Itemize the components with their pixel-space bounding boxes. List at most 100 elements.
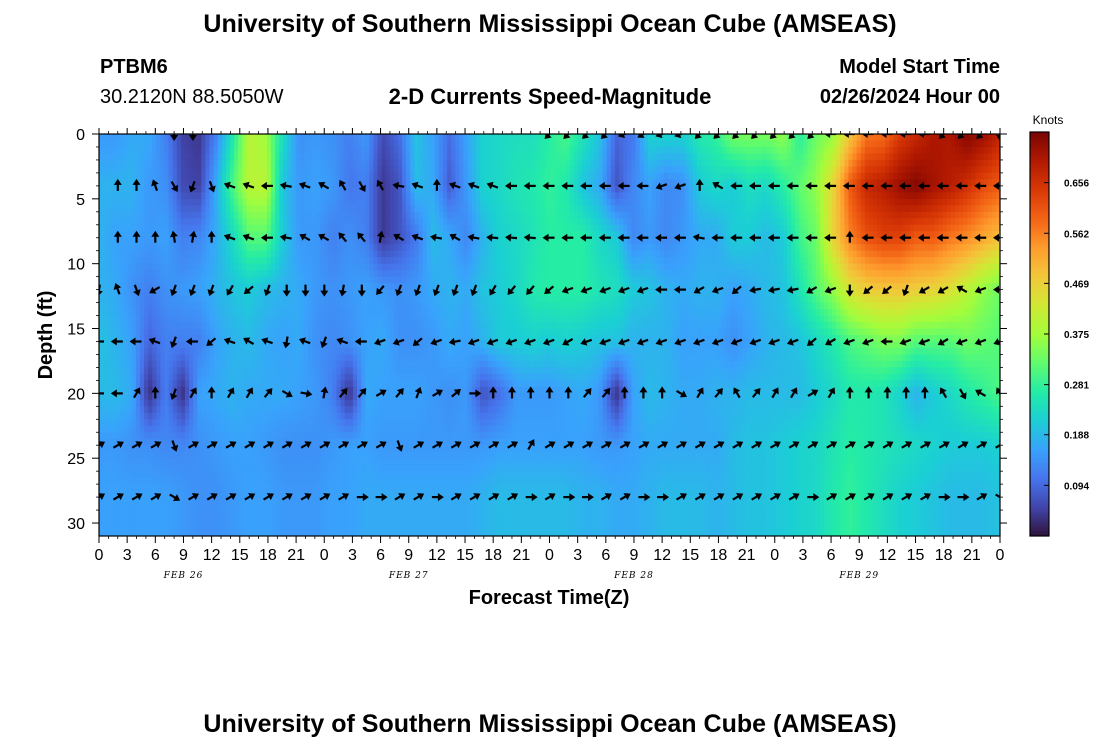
heatmap-cell — [754, 198, 759, 206]
heatmap-cell — [467, 224, 473, 232]
heatmap-cell — [971, 257, 977, 265]
heatmap-cell — [176, 166, 182, 174]
heatmap-cell — [713, 257, 719, 265]
heatmap-cell — [119, 263, 125, 271]
heatmap-cell — [557, 166, 563, 174]
heatmap-cell — [655, 276, 661, 284]
heatmap-cell — [418, 185, 424, 193]
heatmap-cell — [303, 224, 309, 232]
heatmap-cell — [422, 250, 428, 258]
heatmap-cell — [819, 166, 825, 174]
heatmap-cell — [676, 159, 682, 168]
heatmap-cell — [311, 244, 317, 252]
heatmap-cell — [995, 153, 1000, 161]
heatmap-cell — [590, 166, 596, 174]
heatmap-cell — [230, 237, 235, 245]
heatmap-cell — [275, 263, 280, 271]
heatmap-cell — [246, 263, 252, 271]
heatmap-cell — [819, 250, 825, 258]
heatmap-cell — [549, 146, 555, 155]
heatmap-cell — [504, 172, 510, 180]
heatmap-cell — [750, 263, 755, 271]
heatmap-cell — [897, 159, 903, 168]
heatmap-cell — [180, 263, 186, 271]
heatmap-cell — [713, 211, 719, 219]
heatmap-cell — [574, 166, 579, 174]
heatmap-cell — [836, 244, 841, 252]
heatmap-cell — [410, 134, 415, 142]
heatmap-cell — [303, 244, 309, 252]
heatmap-cell — [238, 179, 243, 187]
heatmap-cell — [918, 134, 923, 142]
heatmap-cell — [103, 198, 108, 206]
heatmap-cell — [402, 134, 407, 142]
heatmap-cell — [307, 263, 313, 271]
heatmap-cell — [774, 250, 780, 258]
heatmap-cell — [168, 250, 174, 258]
heatmap-cell — [615, 198, 620, 206]
heatmap-cell — [701, 211, 706, 219]
heatmap-cell — [905, 237, 911, 245]
heatmap-cell — [148, 198, 153, 206]
heatmap-cell — [795, 179, 800, 187]
heatmap-cell — [594, 244, 600, 252]
heatmap-cell — [795, 205, 800, 213]
heatmap-cell — [443, 153, 448, 161]
heatmap-cell — [647, 192, 653, 200]
heatmap-cell — [172, 179, 178, 187]
heatmap-cell — [291, 198, 297, 206]
heatmap-cell — [152, 192, 157, 200]
heatmap-cell — [549, 263, 555, 271]
heatmap-cell — [811, 198, 817, 206]
heatmap-cell — [127, 146, 133, 155]
heatmap-cell — [877, 166, 882, 174]
heatmap-cell — [123, 172, 129, 180]
heatmap-cell — [844, 244, 850, 252]
heatmap-cell — [422, 244, 428, 252]
heatmap-cell — [168, 244, 174, 252]
heatmap-cell — [963, 172, 968, 180]
heatmap-cell — [934, 172, 940, 180]
heatmap-cell — [430, 205, 436, 213]
heatmap-cell — [205, 185, 211, 193]
heatmap-cell — [578, 140, 583, 148]
heatmap-cell — [131, 218, 137, 226]
heatmap-cell — [844, 237, 850, 245]
heatmap-cell — [954, 218, 960, 226]
heatmap-cell — [848, 263, 854, 271]
heatmap-cell — [836, 231, 841, 239]
heatmap-cell — [144, 250, 149, 258]
heatmap-cell — [303, 179, 309, 187]
heatmap-cell — [672, 250, 678, 258]
heatmap-cell — [148, 224, 153, 232]
heatmap-cell — [901, 211, 907, 219]
heatmap-cell — [234, 231, 239, 239]
heatmap-cell — [299, 211, 305, 219]
heatmap-cell — [164, 263, 170, 271]
heatmap-cell — [619, 185, 624, 193]
heatmap-cell — [578, 237, 583, 245]
heatmap-cell — [655, 140, 661, 148]
heatmap-cell — [995, 198, 1000, 206]
heatmap-cell — [279, 250, 284, 258]
heatmap-cell — [713, 166, 719, 174]
heatmap-cell — [938, 224, 944, 232]
heatmap-cell — [299, 159, 305, 168]
heatmap-cell — [590, 153, 596, 161]
heatmap-cell — [115, 257, 121, 265]
heatmap-cell — [942, 172, 948, 180]
heatmap-cell — [598, 257, 604, 265]
heatmap-cell — [848, 134, 854, 142]
heatmap-cell — [254, 159, 260, 168]
heatmap-cell — [729, 237, 735, 245]
heatmap-cell — [569, 166, 575, 174]
heatmap-cell — [852, 263, 858, 271]
heatmap-cell — [320, 134, 325, 142]
heatmap-cell — [172, 270, 178, 278]
heatmap-cell — [357, 192, 362, 200]
heatmap-cell — [905, 134, 911, 142]
heatmap-cell — [647, 198, 653, 206]
heatmap-cell — [266, 166, 272, 174]
heatmap-cell — [504, 218, 510, 226]
heatmap-cell — [418, 172, 424, 180]
